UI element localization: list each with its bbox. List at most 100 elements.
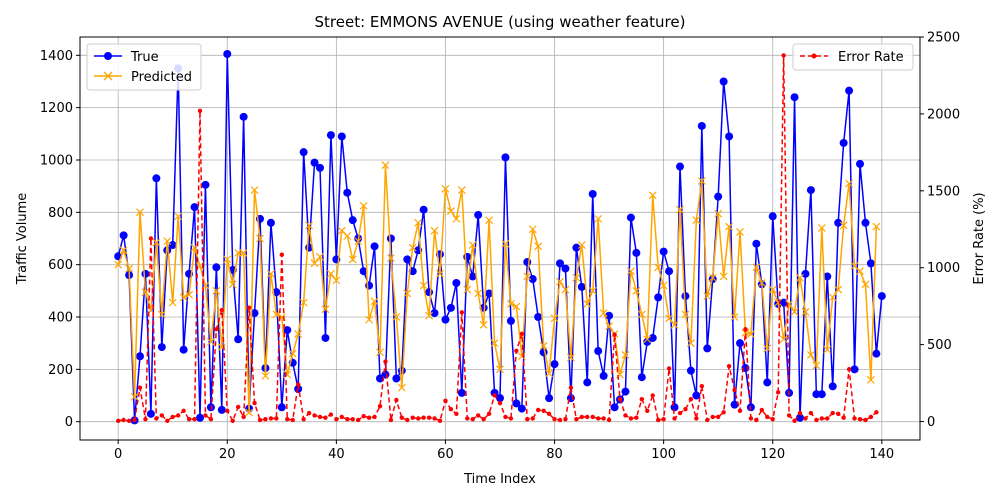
series-true-point: [806, 186, 815, 195]
y-tick-label: 800: [48, 206, 73, 221]
series-predicted-point: [856, 267, 864, 276]
series-error-rate-point: [514, 348, 519, 353]
series-predicted-point: [452, 214, 461, 223]
series-error-rate-point: [241, 414, 246, 420]
series-predicted-point: [381, 161, 390, 170]
series-predicted-point: [185, 290, 194, 299]
x-tick-label: 120: [760, 447, 785, 462]
series-true-point: [119, 231, 128, 240]
series-predicted-point: [141, 288, 150, 297]
x-tick-label: 60: [437, 447, 454, 462]
series-true-point: [839, 138, 848, 147]
series-error-rate-point: [726, 363, 732, 369]
series-error-rate-point: [334, 417, 339, 422]
series-error-rate-point: [814, 417, 819, 423]
series-error-rate-point: [323, 415, 328, 420]
series-predicted-point: [534, 242, 543, 251]
series-predicted-point: [397, 383, 406, 392]
series-predicted-point: [801, 307, 810, 316]
series-error-rate-point: [786, 413, 792, 418]
series-predicted-point: [583, 299, 592, 308]
series-predicted-point: [605, 322, 614, 331]
series-error-rate-point: [235, 404, 241, 410]
y-tick-label: 200: [48, 363, 73, 378]
series-error-rate-point: [405, 417, 410, 423]
series-predicted-point: [730, 313, 739, 321]
series-predicted-point: [446, 207, 455, 215]
series-error-rate-point: [230, 418, 235, 423]
series-predicted-point: [539, 341, 548, 350]
series-true-point: [572, 243, 581, 252]
series-predicted-point: [708, 273, 717, 282]
series-error-rate-point: [421, 415, 426, 420]
series-predicted-point: [223, 255, 232, 264]
x-tick-label: 80: [546, 447, 563, 462]
series-true-point: [299, 148, 308, 157]
series-error-rate-point: [143, 417, 148, 422]
series-true-point: [501, 153, 510, 162]
series-error-rate-point: [508, 416, 514, 421]
y-tick-label: 400: [48, 311, 73, 326]
series-error-rate-point: [252, 400, 257, 406]
y-tick-label: 0: [65, 415, 73, 430]
series-error-rate-point: [175, 413, 181, 418]
series-true-point: [610, 403, 619, 412]
series-predicted-point: [845, 179, 854, 188]
x-tick-label: 100: [651, 447, 676, 462]
series-predicted-point: [490, 339, 499, 348]
series-error-rate-point: [219, 307, 225, 313]
series-true-point: [250, 309, 259, 318]
series-predicted-point: [670, 320, 679, 329]
series-predicted-point: [152, 238, 161, 247]
series-error-rate-point: [345, 417, 350, 422]
y2-tick-label: 2000: [927, 107, 960, 122]
series-error-rate-point: [846, 367, 852, 372]
series-true-point: [326, 131, 335, 140]
series-error-rate-point: [535, 407, 541, 413]
series-error-rate-point: [525, 417, 530, 422]
series-predicted-point: [365, 315, 374, 324]
series-true-point: [550, 360, 559, 369]
series-predicted-point: [556, 277, 564, 286]
series-error-rate-point: [595, 416, 601, 421]
series-error-rate-point: [546, 411, 552, 417]
series-true-point: [686, 366, 695, 375]
series-predicted-point: [463, 285, 472, 294]
series-true-point: [146, 409, 155, 418]
series-error-rate-point: [710, 414, 715, 420]
series-predicted-point: [136, 208, 144, 217]
series-true-point: [512, 399, 521, 408]
series-true-point: [523, 258, 532, 267]
series-error-rate-point: [475, 413, 481, 418]
series-error-rate-point: [557, 417, 563, 423]
series-predicted-point: [681, 310, 690, 319]
series-predicted-point: [790, 307, 799, 316]
series-error-rate-point: [192, 417, 197, 422]
series-predicted-point: [436, 269, 444, 278]
series-true-point: [310, 158, 319, 167]
series-predicted-point: [517, 352, 526, 361]
series-true-point: [485, 289, 494, 298]
series-error-rate-point: [246, 305, 252, 310]
series-predicted-point: [294, 330, 303, 338]
series-true-point: [496, 394, 504, 403]
series-predicted-point: [550, 314, 559, 323]
series-true-point: [141, 269, 150, 278]
x-axis-title: Time Index: [463, 472, 536, 487]
legend-true-label: True: [130, 50, 159, 65]
series-predicted-point: [299, 298, 308, 307]
series-predicted-point: [676, 205, 684, 214]
series-error-rate-point: [126, 418, 132, 423]
series-error-rate-point: [486, 411, 492, 417]
series-error-rate-point: [677, 410, 683, 416]
series-predicted-point: [719, 272, 728, 281]
series-true-point: [386, 234, 395, 243]
series-predicted-point: [506, 299, 515, 308]
series-error-rate-point: [585, 414, 590, 420]
series-error-rate-point: [317, 414, 323, 420]
x-tick-label: 140: [869, 447, 894, 462]
series-true-point: [719, 77, 728, 86]
series-error-rate-point: [672, 416, 677, 421]
series-error-rate-point: [661, 417, 666, 422]
series-true-point: [856, 159, 864, 168]
